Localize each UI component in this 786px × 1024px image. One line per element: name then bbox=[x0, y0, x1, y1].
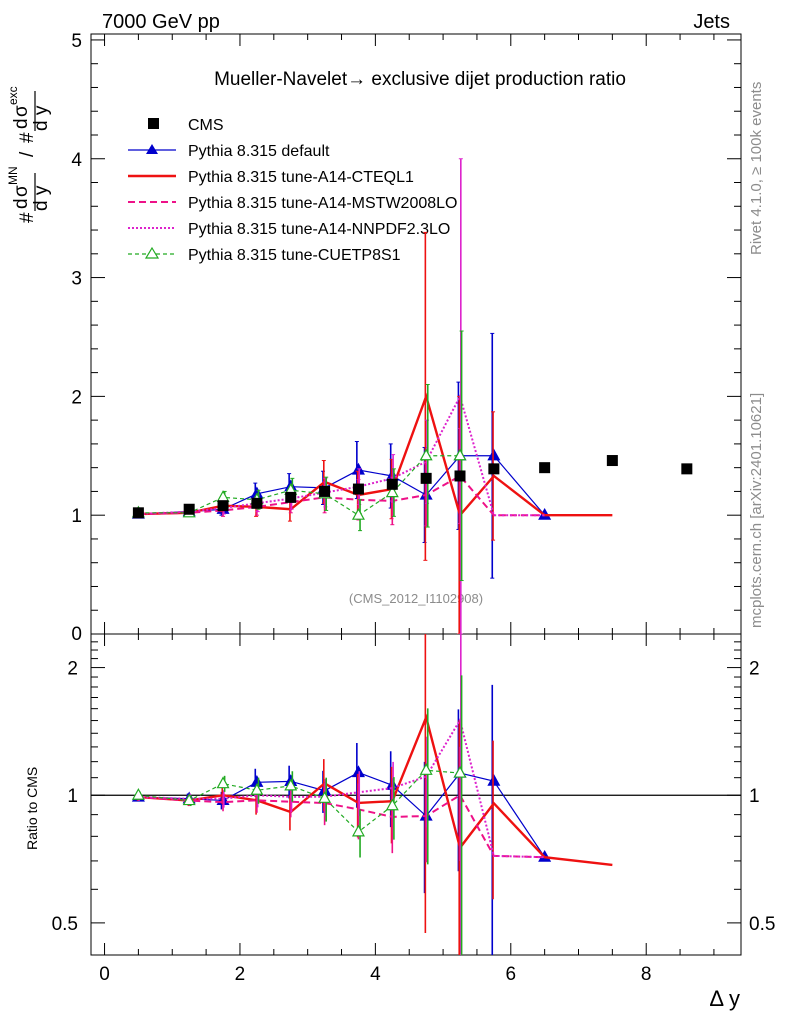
x-tick-label: 8 bbox=[641, 964, 652, 985]
y-label-hash-1: # bbox=[17, 212, 38, 223]
y-label-dy-2: d y bbox=[31, 105, 52, 131]
x-tick-label: 2 bbox=[235, 964, 246, 985]
marker-cuetp bbox=[419, 448, 433, 461]
y-label-mn: MN bbox=[6, 166, 20, 185]
cms-data-point bbox=[454, 470, 466, 482]
ratio-marker-cuetp bbox=[453, 765, 467, 778]
y-label-exc: exc bbox=[6, 86, 20, 105]
ratio-marker-cuetp bbox=[131, 787, 145, 800]
legend-label-default: Pythia 8.315 default bbox=[188, 143, 330, 160]
marker-cuetp bbox=[385, 485, 399, 498]
legend: CMS Pythia 8.315 default Pythia 8.315 tu… bbox=[128, 117, 457, 264]
legend-marker-default bbox=[146, 144, 158, 154]
ratio-marker-cuetp bbox=[250, 783, 264, 795]
legend-label-cuetp: Pythia 8.315 tune-CUETP8S1 bbox=[188, 247, 401, 264]
cms-data-point bbox=[488, 463, 500, 475]
y-tick-label-main-zero: 0 bbox=[71, 624, 82, 645]
x-tick-label: 0 bbox=[99, 964, 110, 985]
cms-data-point bbox=[319, 485, 331, 497]
legend-label-nnpdf: Pythia 8.315 tune-A14-NNPDF2.3LO bbox=[188, 221, 450, 238]
y-label-d-1: d bbox=[11, 198, 32, 209]
y-tick-label-main: 3 bbox=[71, 269, 82, 290]
series-cteql1-main bbox=[135, 231, 613, 634]
cms-data-point bbox=[132, 507, 144, 519]
mcplots-label: mcplots.cern.ch [arXiv:2401.10621] bbox=[748, 393, 765, 628]
x-axis-label: Δ y bbox=[709, 986, 740, 1011]
ratio-frame bbox=[90, 633, 742, 956]
legend-marker-cuetp bbox=[144, 246, 160, 259]
cms-data-point bbox=[251, 497, 263, 509]
cms-data-point bbox=[217, 500, 229, 512]
series-cuetp-ratio bbox=[131, 675, 467, 955]
ratio-marker-default bbox=[487, 773, 501, 786]
cms-data-point bbox=[539, 462, 551, 474]
y-tick-label-main: 2 bbox=[71, 387, 82, 408]
legend-label-cteql1: Pythia 8.315 tune-A14-CTEQL1 bbox=[188, 169, 414, 186]
x-tick-label: 6 bbox=[506, 964, 517, 985]
y-label-hash-2: # bbox=[17, 132, 38, 143]
y-label-sigma-2: σ bbox=[11, 105, 32, 117]
y-label-sigma-1: σ bbox=[11, 185, 32, 197]
header-left: 7000 GeV pp bbox=[102, 11, 220, 33]
marker-cuetp bbox=[351, 507, 365, 520]
y-tick-label-ratio-right: 0.5 bbox=[749, 914, 775, 935]
series-line-cteql1 bbox=[138, 392, 613, 518]
series-line-nnpdf bbox=[138, 393, 545, 517]
series-line-cuetp bbox=[138, 455, 461, 516]
rivet-label: Rivet 4.1.0, ≥ 100k events bbox=[748, 82, 765, 255]
legend-label-cms: CMS bbox=[188, 117, 224, 134]
ratio-marker-cuetp bbox=[318, 791, 332, 803]
y-tick-label-main: 4 bbox=[71, 150, 82, 171]
y-tick-label-main: 1 bbox=[71, 506, 82, 527]
y-label-d-2: d bbox=[11, 118, 32, 129]
series-line-mstw bbox=[138, 474, 545, 517]
y-tick-label-ratio: 0.5 bbox=[52, 914, 78, 935]
ratio-marker-cuetp bbox=[284, 778, 298, 791]
marker-cuetp bbox=[453, 448, 467, 461]
ratio-marker-cuetp bbox=[419, 763, 433, 775]
series-mstw-ratio bbox=[137, 746, 545, 863]
cms-data-point bbox=[681, 463, 693, 475]
y-tick-label-ratio-right: 1 bbox=[749, 786, 760, 807]
x-tick-label: 4 bbox=[370, 964, 381, 985]
ratio-marker-cuetp bbox=[351, 824, 365, 837]
ratio-marker-cuetp bbox=[216, 776, 230, 789]
series-default-ratio bbox=[131, 684, 552, 955]
main-y-label: # d σ MN d y / # d σ exc d y bbox=[6, 86, 52, 223]
ratio-line-default bbox=[138, 771, 546, 858]
marker-default bbox=[487, 448, 501, 461]
ratio-y-label: Ratio to CMS bbox=[24, 767, 40, 850]
y-tick-label-ratio-right: 2 bbox=[749, 659, 760, 680]
header-right: Jets bbox=[693, 11, 730, 33]
y-tick-label-main: 5 bbox=[71, 31, 82, 52]
y-label-slash: / bbox=[17, 151, 38, 157]
series-default-main bbox=[131, 332, 552, 579]
cms-data-point bbox=[386, 478, 398, 490]
ratio-marker-cuetp bbox=[182, 793, 196, 806]
series-line-default bbox=[138, 455, 546, 516]
ratio-line-mstw bbox=[138, 793, 545, 859]
marker-cuetp bbox=[216, 490, 230, 502]
cms-data-point bbox=[606, 455, 618, 467]
analysis-watermark: (CMS_2012_I1102908) bbox=[349, 591, 483, 606]
series-cuetp-main bbox=[131, 330, 467, 582]
y-tick-label-ratio: 1 bbox=[67, 786, 78, 807]
ratio-marker-cuetp bbox=[385, 798, 399, 811]
ratio-line-cuetp bbox=[138, 769, 461, 833]
cms-data-point bbox=[183, 503, 195, 515]
cms-data-point bbox=[420, 472, 432, 484]
cms-data-point bbox=[285, 491, 297, 503]
cms-data-point bbox=[352, 483, 364, 495]
chart-title: Mueller-Navelet→ exclusive dijet product… bbox=[214, 69, 626, 90]
y-label-dy-1: d y bbox=[31, 185, 52, 211]
y-tick-label-ratio: 2 bbox=[67, 659, 78, 680]
legend-label-mstw: Pythia 8.315 tune-A14-MSTW2008LO bbox=[188, 195, 457, 212]
legend-marker-cms bbox=[148, 118, 159, 129]
